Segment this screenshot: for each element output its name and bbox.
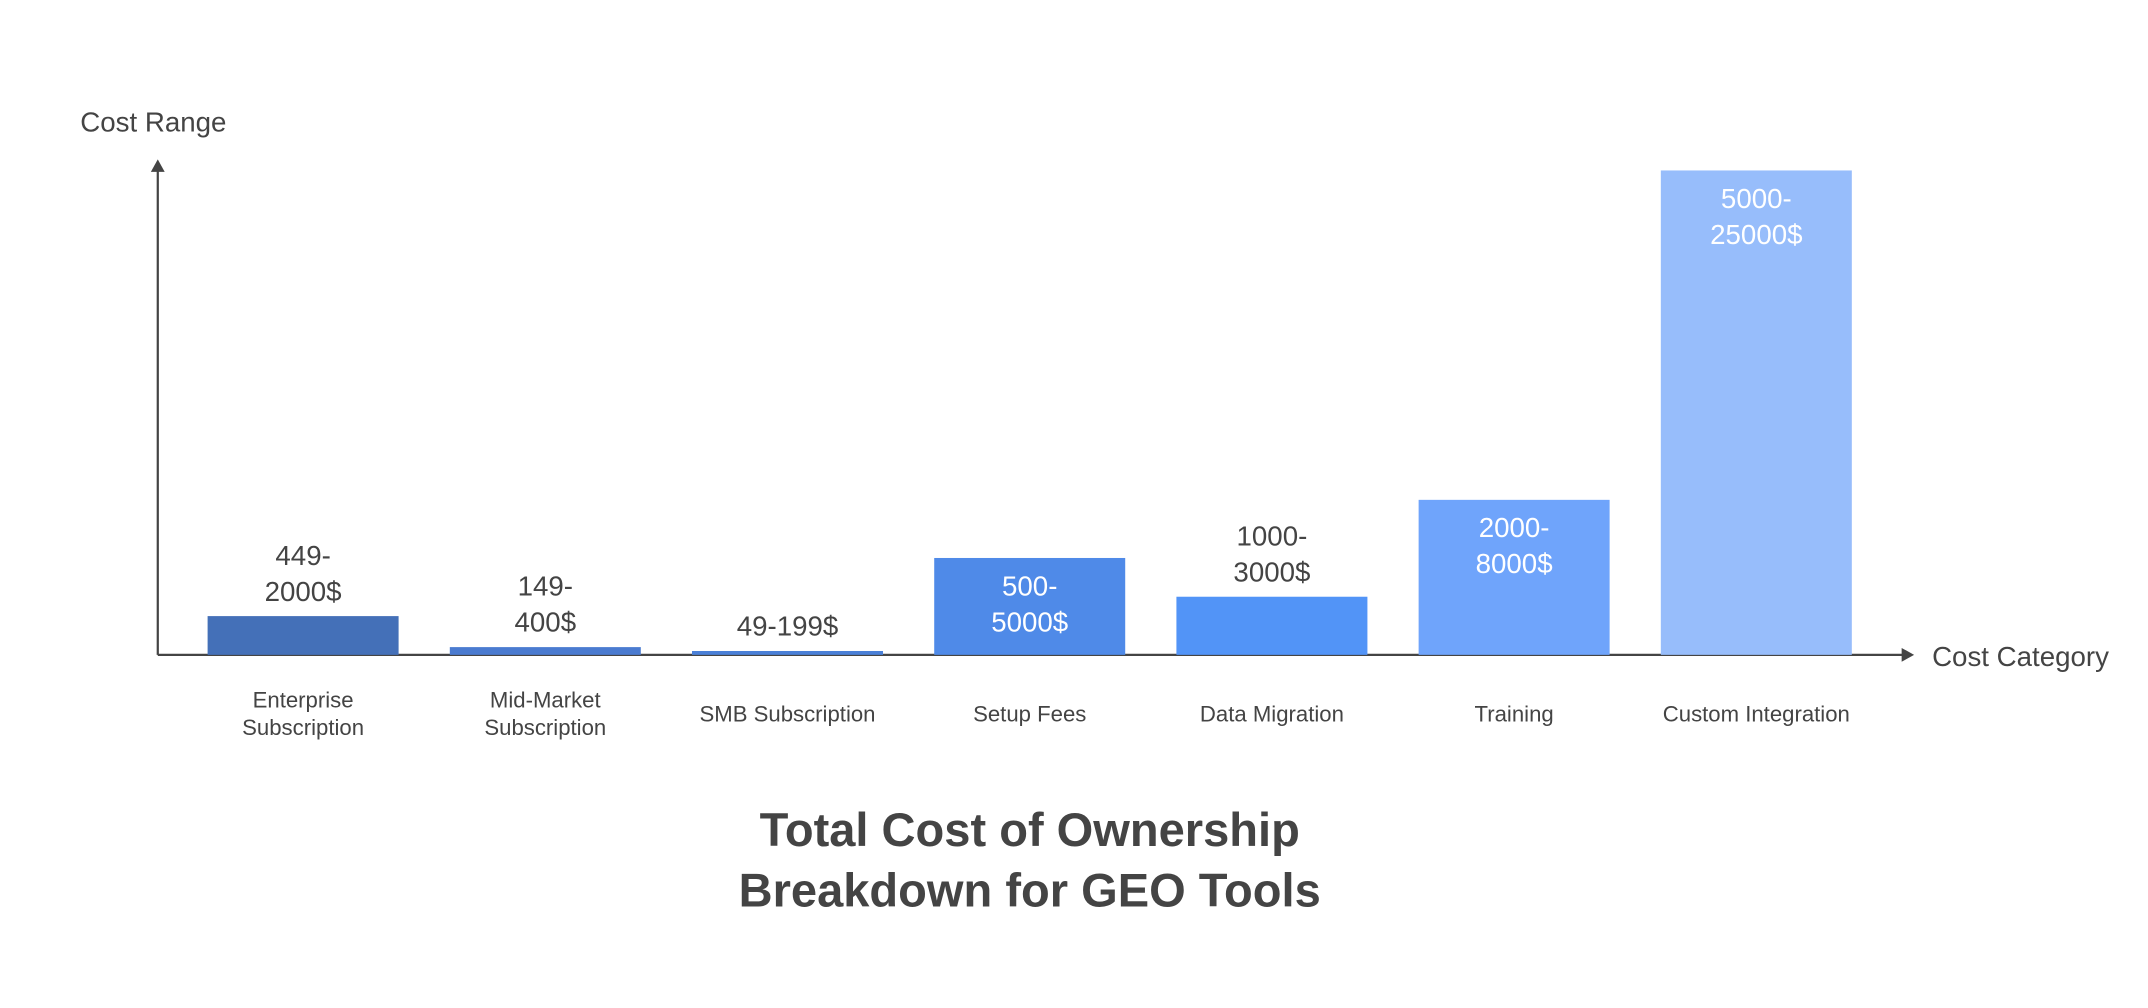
value-label: 449-2000$ — [264, 541, 342, 608]
chart-title: Total Cost of Ownership Breakdown for GE… — [738, 804, 1321, 918]
value-label: 2000-8000$ — [1475, 513, 1553, 581]
x-tick-label: SMB Subscription — [699, 703, 876, 727]
bar — [1176, 596, 1368, 655]
bar — [449, 647, 641, 655]
x-tick-label: Data Migration — [1199, 703, 1344, 727]
x-tick-label-box: Enterprise Subscription — [242, 689, 365, 741]
bar — [207, 616, 399, 655]
x-tick-label: Mid-Market Subscription — [484, 689, 607, 741]
x-tick-label: Custom Integration — [1662, 703, 1850, 727]
x-tick-label: Enterprise Subscription — [242, 689, 365, 741]
value-label: 149-400$ — [514, 572, 577, 639]
x-tick-label: Training — [1474, 703, 1554, 727]
value-label: 500-5000$ — [991, 571, 1069, 639]
x-tick-label-box: Mid-Market Subscription — [484, 689, 607, 741]
value-label-box: 2000-8000$ — [1475, 513, 1553, 581]
value-label-box: 1000-3000$ — [1233, 521, 1311, 589]
value-label-box: 449-2000$ — [264, 541, 342, 608]
x-tick-label-box: Training — [1474, 703, 1554, 727]
value-label-box: 500-5000$ — [991, 571, 1069, 639]
value-label: 49-199$ — [736, 612, 839, 643]
bar — [1418, 499, 1610, 655]
value-label-box: 5000-25000$ — [1710, 184, 1803, 251]
x-axis-arrow — [1901, 647, 1915, 662]
value-label-box: 149-400$ — [514, 572, 577, 639]
value-label-box: 49-199$ — [736, 612, 839, 643]
x-tick-label-box: Setup Fees — [973, 703, 1087, 727]
value-label: 1000-3000$ — [1233, 521, 1311, 589]
bar — [692, 651, 884, 655]
value-label: 5000-25000$ — [1710, 184, 1803, 251]
x-tick-label-box: Data Migration — [1199, 703, 1344, 727]
bar — [1660, 170, 1852, 655]
chart-title-box: Total Cost of Ownership Breakdown for GE… — [738, 804, 1321, 918]
bar — [934, 557, 1126, 655]
y-axis-arrow — [150, 159, 165, 172]
y-axis-label: Cost Range — [80, 107, 226, 138]
x-tick-label-box: Custom Integration — [1662, 703, 1850, 727]
x-tick-label: Setup Fees — [973, 703, 1087, 727]
x-axis-label: Cost Category — [1932, 641, 2109, 672]
x-tick-label-box: SMB Subscription — [699, 703, 876, 727]
